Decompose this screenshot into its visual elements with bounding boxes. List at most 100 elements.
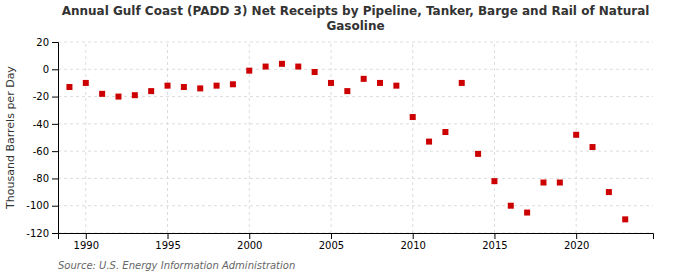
y-grid-line: [58, 42, 653, 43]
point: [524, 210, 530, 216]
y-tick-mark: [52, 206, 58, 207]
x-tick-label: 1990: [74, 240, 99, 251]
y-grid-line: [58, 123, 653, 124]
point: [410, 114, 416, 120]
point: [328, 80, 334, 86]
point: [622, 216, 628, 222]
point: [557, 180, 563, 186]
point: [181, 84, 187, 90]
point: [377, 80, 383, 86]
y-axis: 20 0 -20 -40 -60 -80 -100 -120: [26, 37, 58, 239]
y-axis-line: [52, 43, 59, 234]
point: [214, 83, 220, 89]
point: [148, 88, 154, 94]
y-tick: -40: [33, 119, 58, 130]
x-grid-line: [330, 42, 331, 233]
point: [279, 61, 285, 67]
point: [115, 94, 121, 100]
y-tick-mark: [52, 151, 58, 152]
x-tick: 2020: [564, 233, 589, 251]
x-grid-line: [167, 42, 168, 233]
y-tick: 0: [43, 64, 58, 75]
point: [606, 189, 612, 195]
point: [230, 81, 236, 87]
y-tick-label: 0: [43, 64, 49, 75]
y-axis-label: Thousand Barrels per Day: [4, 66, 17, 210]
x-tick-label: 2015: [482, 240, 507, 251]
x-tick-mark: [249, 233, 250, 239]
y-grid-line: [58, 96, 653, 97]
x-tick-label: 1995: [155, 240, 180, 251]
point: [197, 85, 203, 91]
y-tick: 20: [36, 37, 58, 48]
y-tick-mark: [52, 233, 58, 234]
x-tick-label: 2020: [564, 240, 589, 251]
y-tick: -20: [33, 91, 58, 102]
point: [426, 139, 432, 145]
y-tick-label: -80: [33, 173, 49, 184]
y-tick-mark: [52, 178, 58, 179]
x-tick-label: 2005: [319, 240, 344, 251]
y-tick-mark: [52, 97, 58, 98]
x-tick-mark: [413, 233, 414, 239]
point: [361, 76, 367, 82]
x-tick: 2005: [319, 233, 344, 251]
point: [83, 80, 89, 86]
x-tick-label: 2000: [237, 240, 262, 251]
point: [459, 80, 465, 86]
x-tick: 2015: [482, 233, 507, 251]
x-grid-line: [85, 42, 86, 233]
x-axis: 1990 1995 2000 2005 2010 2015 2020: [59, 233, 654, 251]
y-tick-mark: [52, 124, 58, 125]
point: [540, 180, 546, 186]
y-tick-label: -40: [33, 119, 49, 130]
y-tick-label: -120: [26, 228, 49, 239]
chart: 1990199520002005201020152020200-20-40-60…: [0, 0, 675, 275]
point: [442, 129, 448, 135]
y-tick: -80: [33, 173, 58, 184]
point: [393, 83, 399, 89]
point: [263, 64, 269, 70]
y-tick: -100: [26, 200, 58, 211]
y-tick-mark: [52, 42, 58, 43]
x-tick-label: 2010: [400, 240, 425, 251]
point: [491, 178, 497, 184]
x-tick: 1995: [155, 233, 180, 251]
y-grid-line: [58, 205, 653, 206]
x-axis-line: [59, 234, 654, 240]
x-tick-mark: [494, 233, 495, 239]
point: [295, 64, 301, 70]
y-tick-label: -20: [33, 91, 49, 102]
y-grid-line: [58, 69, 653, 70]
x-grid-line: [494, 42, 495, 233]
y-tick-mark: [52, 69, 58, 70]
point: [344, 88, 350, 94]
point: [475, 151, 481, 157]
source-annotation: Source: U.S. Energy Information Administ…: [58, 260, 295, 271]
title: Annual Gulf Coast (PADD 3) Net Receipts …: [62, 4, 650, 33]
x-tick-mark: [86, 233, 87, 239]
grid: [58, 42, 653, 233]
x-grid-line: [412, 42, 413, 233]
point: [590, 144, 596, 150]
y-tick: -120: [26, 228, 58, 239]
y-tick: -60: [33, 146, 58, 157]
x-tick: 2010: [400, 233, 425, 251]
y-grid-line: [58, 178, 653, 179]
point: [246, 68, 252, 74]
point: [132, 92, 138, 98]
point: [99, 91, 105, 97]
y-grid-line: [58, 151, 653, 152]
x-tick-mark: [331, 233, 332, 239]
point: [508, 203, 514, 209]
chart-container: 1990199520002005201020152020200-20-40-60…: [0, 0, 675, 275]
point: [573, 132, 579, 138]
x-tick-mark: [168, 233, 169, 239]
y-tick-label: -60: [33, 146, 49, 157]
y-tick-label: 20: [36, 37, 49, 48]
point: [66, 84, 72, 90]
x-tick-mark: [576, 233, 577, 239]
point: [312, 69, 318, 75]
point: [165, 83, 171, 89]
y-tick-label: -100: [26, 200, 49, 211]
